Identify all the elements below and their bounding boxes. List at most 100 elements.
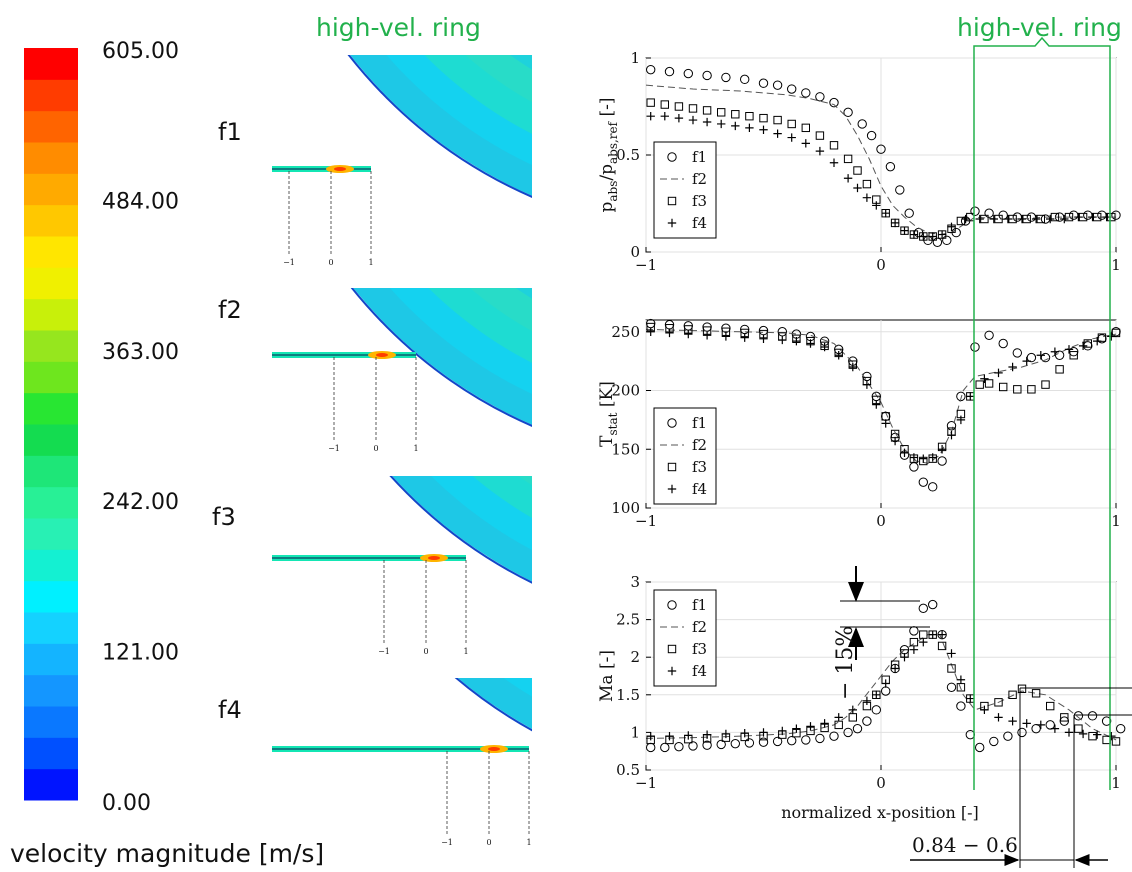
data-point-f3 [801, 123, 810, 133]
legend-label: f4 [692, 214, 707, 232]
contour-marker-label: −1 [441, 838, 453, 847]
data-point-f4 [881, 419, 890, 428]
data-point-f4 [919, 454, 928, 463]
data-point-f4 [994, 713, 1003, 722]
data-point-f4 [848, 705, 857, 715]
data-point-f1 [758, 737, 769, 747]
data-point-f4 [815, 146, 825, 156]
data-point-f4 [778, 335, 787, 345]
legend-swatch [667, 644, 677, 654]
shift-annotation: 0.84 − 0.6 [910, 687, 1132, 868]
data-point-f1 [946, 682, 957, 692]
colorbar-band [24, 518, 78, 550]
contour-marker-label: 0 [423, 647, 428, 656]
contour-marker-label: 1 [413, 444, 418, 453]
colorbar-band [24, 392, 78, 425]
data-point-f3 [843, 154, 853, 164]
data-point-f4 [1036, 720, 1045, 730]
data-point-f3 [815, 131, 825, 140]
data-point-f3 [773, 115, 782, 125]
data-point-f1 [970, 206, 980, 216]
contour-label: f1 [218, 118, 242, 146]
contour-marker-label: 0 [328, 258, 333, 267]
data-point-f1 [716, 739, 726, 750]
ma-drop-annotation: − 15% [833, 566, 930, 700]
data-point-f4 [801, 139, 810, 148]
colorbar-band [24, 298, 78, 331]
data-point-f4 [660, 112, 669, 121]
data-point-f4 [1022, 719, 1031, 728]
data-point-f1 [998, 338, 1008, 349]
legend-swatch [667, 152, 677, 162]
data-point-f4 [731, 121, 740, 131]
colorbar-band [24, 110, 78, 143]
y-tick-label: 250 [611, 323, 640, 341]
contour-label: f2 [218, 296, 242, 324]
data-point-f4 [1093, 336, 1102, 346]
colorbar-band [24, 48, 78, 80]
data-point-f1 [956, 391, 966, 402]
colorbar-band [24, 79, 78, 112]
colorbar-band [24, 612, 78, 644]
legend-label: f3 [692, 192, 707, 210]
data-point-f4 [721, 332, 731, 341]
data-point-f1 [866, 130, 877, 141]
data-point-f4 [740, 333, 749, 342]
data-point-f4 [1088, 212, 1097, 222]
data-point-f1 [862, 716, 872, 726]
data-point-f4 [956, 675, 966, 684]
legend-swatch [667, 600, 677, 610]
colorbar-band [24, 768, 78, 801]
data-point-f4 [1017, 214, 1027, 224]
data-point-f3 [759, 113, 768, 123]
data-point-f4 [966, 694, 975, 703]
colorbar-tick-label: 0.00 [102, 791, 151, 816]
data-point-f3 [975, 380, 984, 389]
data-point-f4 [1008, 362, 1017, 372]
data-point-f4 [1093, 730, 1102, 739]
data-point-f1 [688, 741, 698, 751]
y-tick-label: 1 [630, 723, 640, 741]
shift-label: 0.84 − 0.6 [912, 833, 1018, 857]
data-point-f1 [815, 92, 825, 102]
data-point-f4 [702, 730, 712, 739]
data-point-f3 [1111, 328, 1121, 338]
data-point-f1 [730, 738, 740, 749]
data-point-f4 [890, 436, 900, 446]
data-point-f1 [871, 705, 881, 715]
legend-swatch [667, 484, 677, 494]
data-point-f1 [895, 185, 905, 195]
data-point-f3 [999, 382, 1008, 392]
data-point-f1 [829, 731, 839, 741]
data-point-f4 [717, 119, 726, 129]
legend-label: f1 [692, 414, 707, 432]
data-point-f1 [787, 735, 797, 746]
data-point-f3 [745, 112, 754, 121]
data-point-f4 [1060, 214, 1069, 224]
ma-drop-label: − 15% [833, 626, 858, 700]
data-point-f1 [772, 80, 783, 90]
data-point-f4 [853, 183, 862, 193]
legend-label: f2 [692, 436, 707, 454]
contour-panel-f3: −1 0 1 f3 [212, 476, 532, 656]
data-point-f4 [1050, 347, 1060, 356]
data-point-f3 [862, 179, 872, 189]
series-line-f2 [645, 328, 1117, 464]
legend-label: f3 [692, 458, 707, 476]
data-point-f1 [852, 723, 863, 734]
data-point-f4 [900, 653, 909, 662]
data-point-f1 [744, 738, 755, 748]
colorbar-band [24, 706, 78, 738]
data-point-f4 [684, 731, 693, 740]
data-point-f1 [1101, 716, 1112, 726]
contour-marker-label: 1 [526, 838, 531, 847]
colorbar-band [24, 643, 78, 676]
y-tick-label: 1.5 [616, 686, 640, 704]
data-point-f4 [1064, 345, 1074, 354]
data-point-f3 [1046, 701, 1055, 711]
data-point-f4 [665, 731, 674, 741]
data-point-f3 [1008, 690, 1017, 699]
